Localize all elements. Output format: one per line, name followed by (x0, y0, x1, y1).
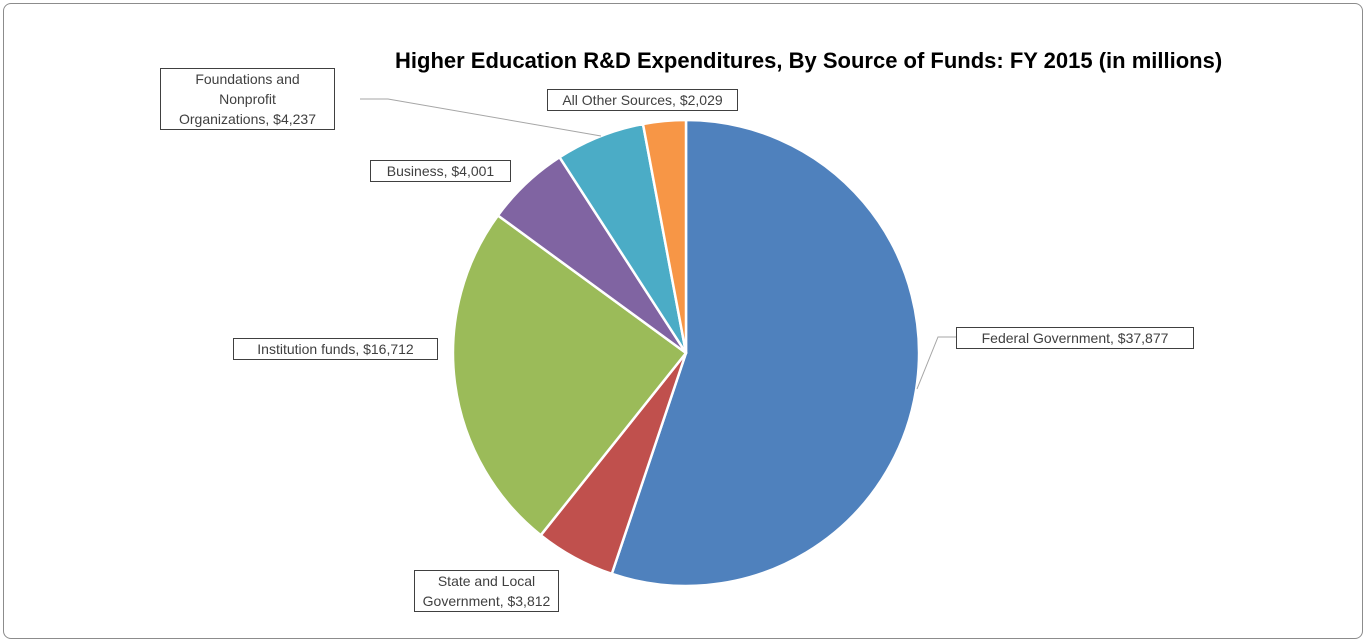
data-label-federal-government: Federal Government, $37,877 (956, 327, 1194, 349)
leader-line-foundations-and-nonprofit-organizations (360, 98, 602, 137)
pie-slices (451, 118, 921, 588)
data-label-state-and-local-government: State and Local Government, $3,812 (414, 570, 559, 612)
leader-lines (360, 98, 956, 390)
data-label-institution-funds: Institution funds, $16,712 (233, 338, 438, 360)
pie-slice-federal-government (610, 118, 921, 588)
pie-slice-all-other-sources (641, 118, 688, 355)
pie-slice-institution-funds (451, 214, 688, 537)
data-label-all-other-sources: All Other Sources, $2,029 (547, 89, 738, 111)
data-label-business: Business, $4,001 (370, 160, 511, 182)
chart-title: Higher Education R&D Expenditures, By So… (395, 48, 1223, 73)
leader-line-federal-government (916, 336, 956, 390)
data-label-foundations-and-nonprofit-organizations: Foundations and Nonprofit Organizations,… (160, 68, 335, 130)
